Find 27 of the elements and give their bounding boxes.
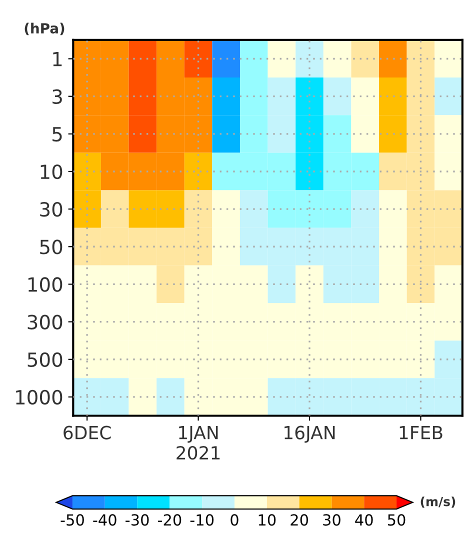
y-tick-label: 1000 bbox=[16, 390, 62, 405]
x-tick-label: 1JAN 2021 bbox=[176, 426, 220, 460]
x-tick-label: 16JAN bbox=[284, 426, 335, 443]
color-bar-label: -50 bbox=[60, 514, 84, 526]
y-tick-label: 500 bbox=[28, 352, 62, 368]
color-bar-label: -40 bbox=[93, 514, 116, 526]
color-bar-label: 40 bbox=[355, 514, 373, 526]
color-bar-label: 10 bbox=[258, 514, 276, 526]
y-tick-label: 30 bbox=[40, 202, 62, 217]
y-axis-title: (hPa) bbox=[24, 22, 64, 36]
color-bar-title: (m/s) bbox=[420, 496, 456, 508]
y-tick-label: 3 bbox=[52, 89, 62, 104]
y-tick-label: 5 bbox=[52, 127, 62, 142]
color-bar-label: 0 bbox=[230, 514, 238, 526]
y-tick-label: 300 bbox=[28, 314, 62, 330]
color-bar-label: -20 bbox=[158, 514, 182, 526]
x-tick-label: 6DEC bbox=[64, 426, 111, 440]
y-tick-label: 50 bbox=[40, 240, 62, 254]
color-bar-label: 30 bbox=[323, 514, 340, 526]
x-tick-label: 1FEB bbox=[400, 426, 442, 440]
y-tick-label: 100 bbox=[28, 277, 62, 292]
color-bar-label: 50 bbox=[388, 514, 406, 526]
y-tick-label: 1 bbox=[53, 52, 62, 66]
color-bar-label: -30 bbox=[126, 514, 149, 526]
color-bar-label: 20 bbox=[290, 514, 308, 526]
y-tick-label: 10 bbox=[40, 164, 62, 180]
color-bar-label: -10 bbox=[190, 514, 214, 526]
